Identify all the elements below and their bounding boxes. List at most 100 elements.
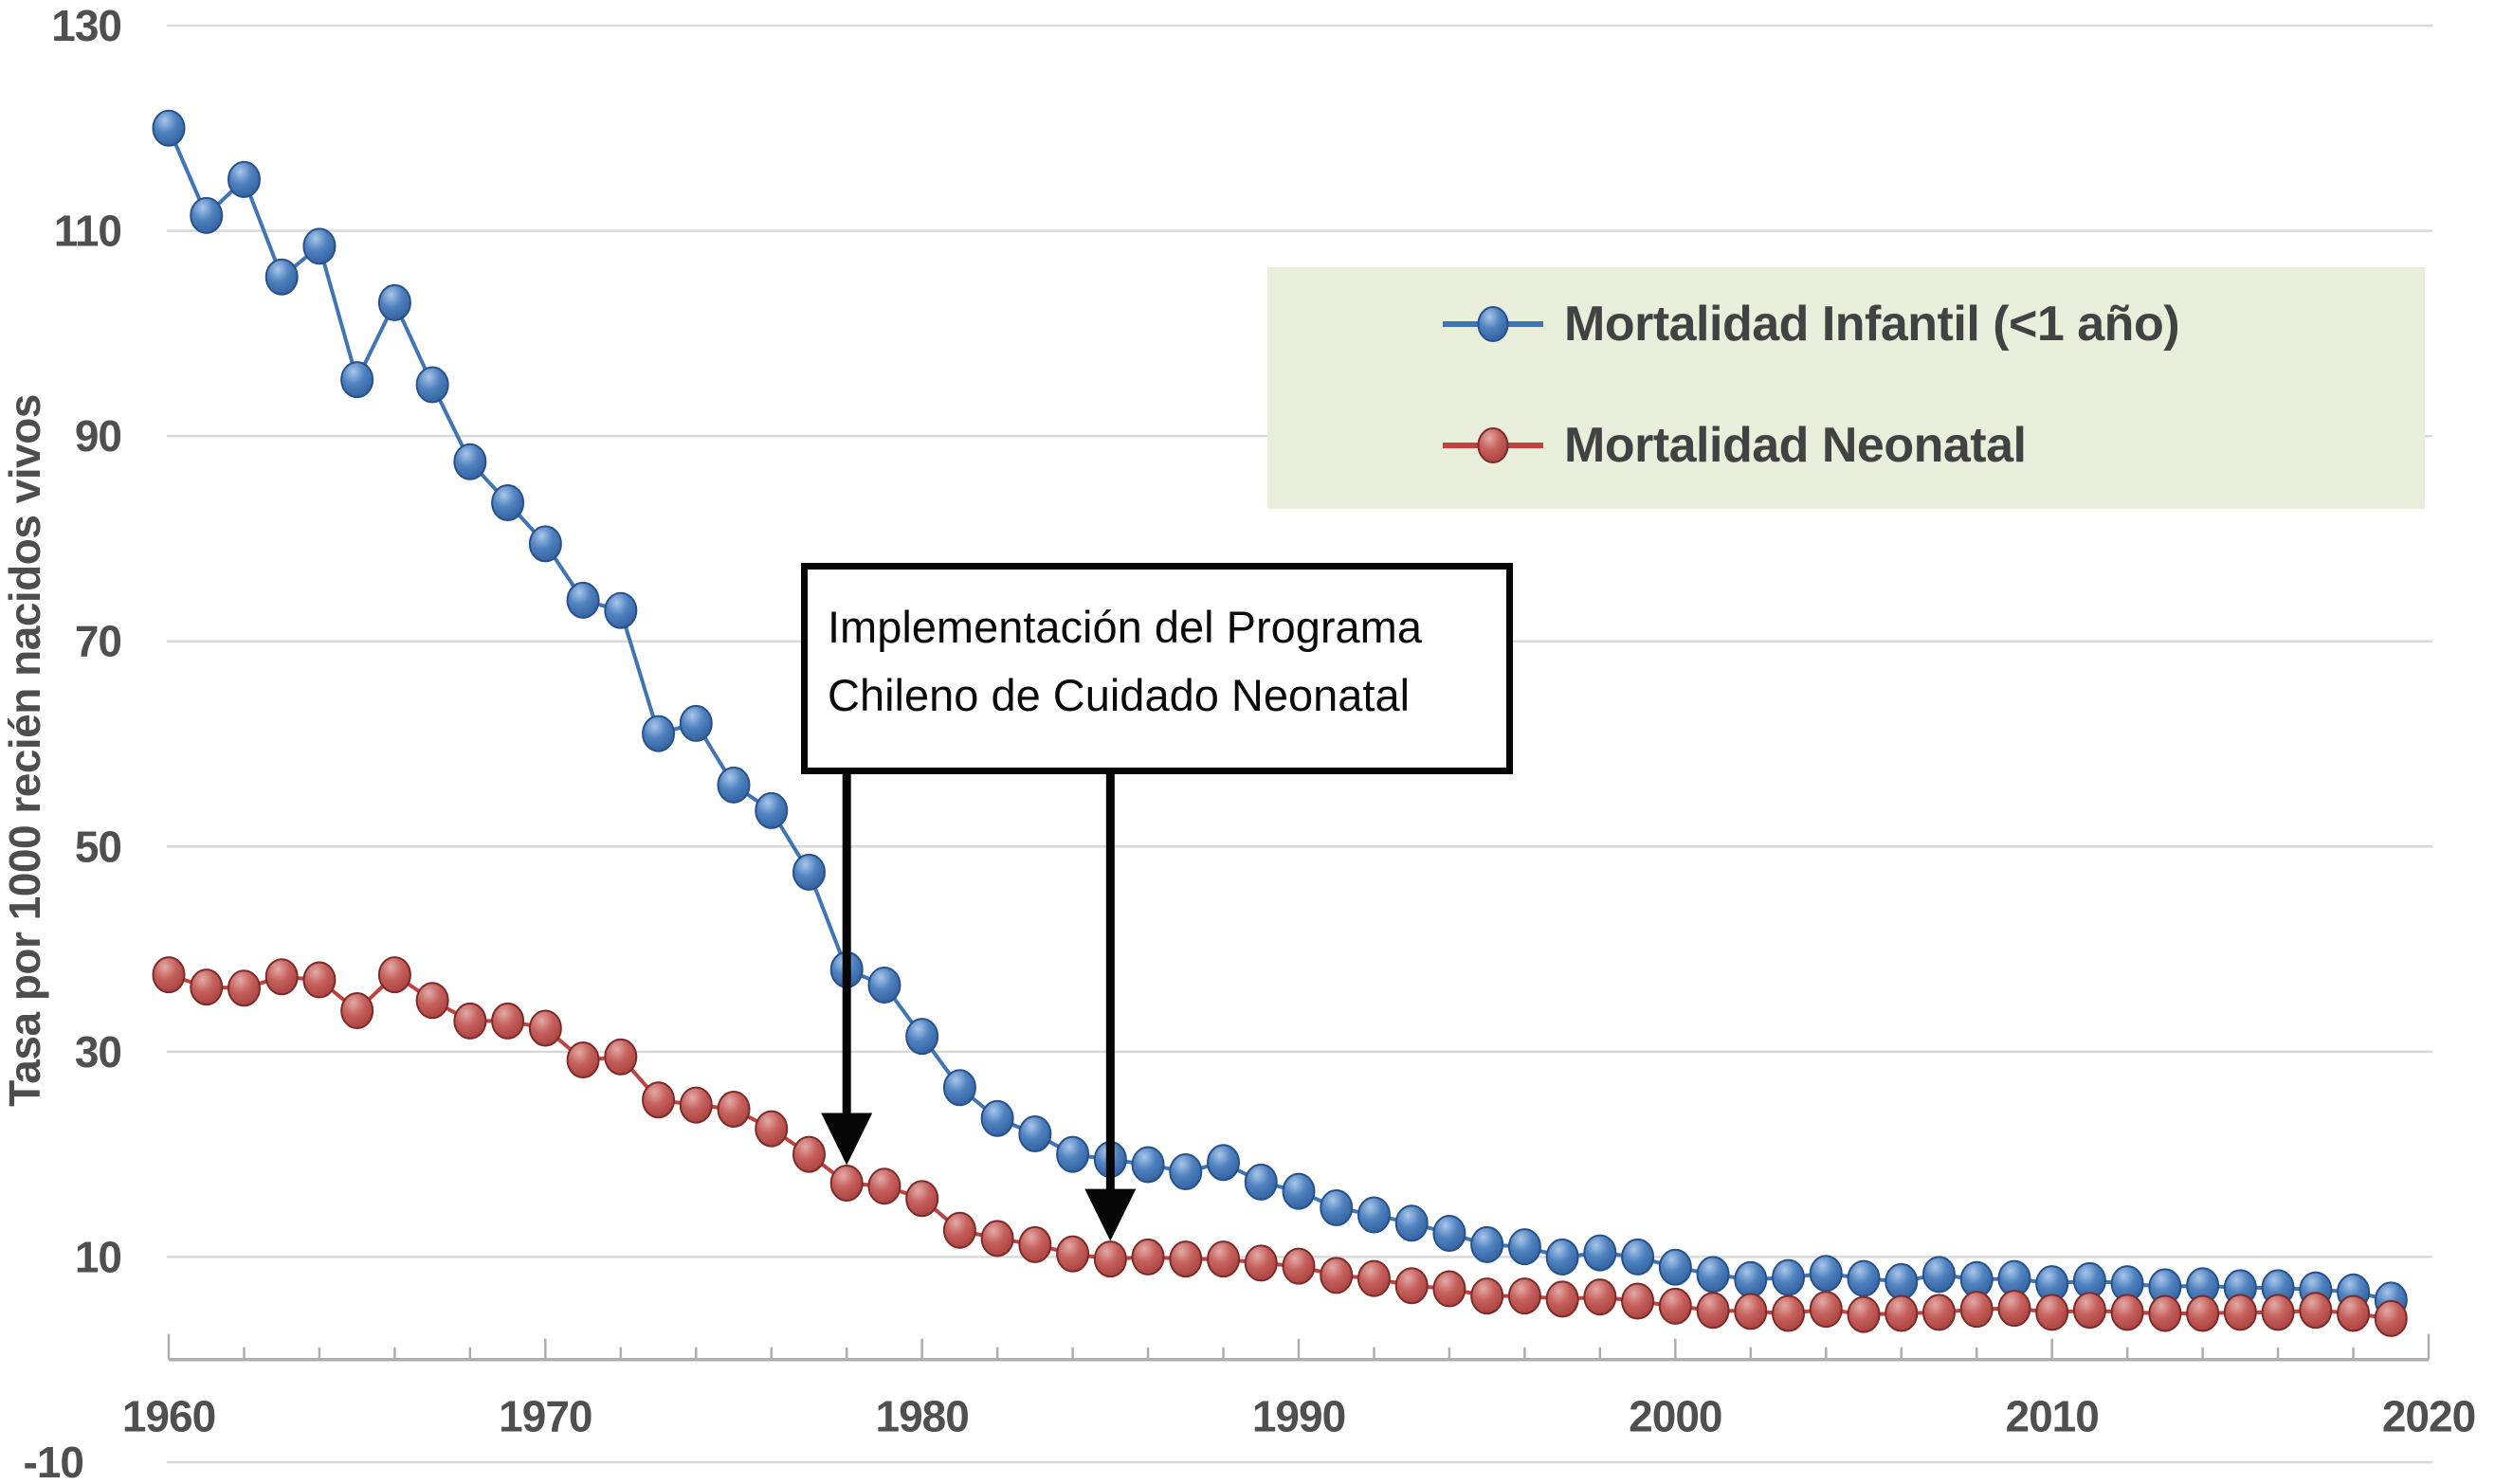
y-axis-title: Tasa por 1000 recién nacidos vivos bbox=[0, 394, 49, 1107]
data-point-neonatal-2019 bbox=[2374, 1299, 2408, 1337]
data-point-infantil-2006 bbox=[1885, 1262, 1919, 1300]
data-point-neonatal-1970 bbox=[528, 1009, 562, 1047]
data-point-neonatal-2017 bbox=[2299, 1292, 2333, 1330]
data-point-infantil-1979 bbox=[867, 966, 901, 1004]
y-tick-label: 30 bbox=[75, 1027, 121, 1077]
data-point-neonatal-1991 bbox=[1320, 1257, 1354, 1294]
legend-entry-neonatal: Mortalidad Neonatal bbox=[1443, 418, 2027, 473]
data-point-neonatal-1969 bbox=[491, 1002, 525, 1040]
y-tick-label: 130 bbox=[51, 1, 121, 50]
y-tick-label: 70 bbox=[75, 617, 121, 666]
data-point-infantil-1974 bbox=[679, 704, 713, 742]
data-point-infantil-1990 bbox=[1282, 1172, 1316, 1210]
data-point-infantil-1992 bbox=[1357, 1196, 1391, 1234]
data-point-infantil-1964 bbox=[302, 227, 337, 265]
data-point-neonatal-1997 bbox=[1545, 1280, 1579, 1318]
data-point-neonatal-2015 bbox=[2223, 1294, 2257, 1331]
x-tick-label: 1990 bbox=[1252, 1392, 1345, 1441]
data-point-neonatal-1986 bbox=[1131, 1238, 1165, 1276]
data-point-infantil-1966 bbox=[377, 283, 411, 321]
data-point-neonatal-1993 bbox=[1394, 1267, 1429, 1305]
data-point-neonatal-2014 bbox=[2186, 1294, 2220, 1332]
data-point-infantil-1963 bbox=[264, 258, 299, 296]
data-point-neonatal-2016 bbox=[2261, 1294, 2295, 1331]
data-point-neonatal-1963 bbox=[264, 958, 299, 996]
data-point-neonatal-1980 bbox=[905, 1180, 939, 1218]
data-point-infantil-1973 bbox=[642, 715, 676, 752]
data-point-neonatal-2003 bbox=[1772, 1294, 1806, 1332]
data-point-infantil-1998 bbox=[1583, 1234, 1617, 1272]
data-point-neonatal-2006 bbox=[1885, 1294, 1919, 1332]
data-point-infantil-1994 bbox=[1432, 1215, 1466, 1253]
annotation-line-2: Chileno de Cuidado Neonatal bbox=[828, 670, 1411, 720]
data-point-infantil-1988 bbox=[1207, 1144, 1241, 1182]
data-point-infantil-1962 bbox=[227, 160, 261, 198]
data-point-neonatal-1985 bbox=[1093, 1240, 1127, 1278]
legend-label-infantil: Mortalidad Infantil (<1 año) bbox=[1564, 297, 2180, 352]
y-tick-label: -10 bbox=[24, 1438, 83, 1484]
data-point-infantil-1984 bbox=[1056, 1135, 1090, 1173]
data-point-neonatal-1998 bbox=[1583, 1278, 1617, 1316]
data-point-neonatal-1992 bbox=[1357, 1259, 1391, 1297]
data-point-infantil-1967 bbox=[415, 366, 449, 404]
data-point-neonatal-1999 bbox=[1621, 1282, 1655, 1320]
x-tick-label: 2000 bbox=[1629, 1392, 1721, 1441]
legend-marker-svg bbox=[1443, 306, 1543, 342]
data-point-infantil-1995 bbox=[1470, 1225, 1504, 1263]
data-point-infantil-1993 bbox=[1394, 1204, 1429, 1242]
data-point-neonatal-1989 bbox=[1244, 1244, 1278, 1282]
y-tick-label: 90 bbox=[75, 411, 121, 461]
data-point-infantil-2001 bbox=[1696, 1256, 1730, 1294]
data-point-neonatal-2000 bbox=[1658, 1287, 1692, 1325]
data-point-infantil-2007 bbox=[1921, 1256, 1956, 1294]
x-tick-label: 2020 bbox=[2382, 1392, 2475, 1441]
data-point-neonatal-1995 bbox=[1470, 1277, 1504, 1315]
data-point-neonatal-1974 bbox=[679, 1086, 713, 1124]
data-point-infantil-1997 bbox=[1545, 1238, 1579, 1276]
data-point-infantil-1996 bbox=[1507, 1228, 1541, 1266]
annotation-line-1: Implementación del Programa bbox=[828, 602, 1422, 652]
data-point-neonatal-1978 bbox=[829, 1164, 864, 1202]
data-point-infantil-2002 bbox=[1734, 1260, 1768, 1298]
legend-entry-infantil: Mortalidad Infantil (<1 año) bbox=[1443, 297, 2180, 352]
infantil-series-marker-icon bbox=[1443, 300, 1543, 348]
data-point-neonatal-2001 bbox=[1696, 1292, 1730, 1330]
data-point-neonatal-1977 bbox=[792, 1135, 826, 1173]
x-tick-label: 1960 bbox=[122, 1392, 215, 1441]
legend-box: Mortalidad Infantil (<1 año) Mortalidad … bbox=[1267, 267, 2425, 509]
data-point-neonatal-1960 bbox=[152, 956, 186, 994]
data-point-infantil-1982 bbox=[980, 1099, 1014, 1137]
data-point-neonatal-2012 bbox=[2110, 1294, 2144, 1331]
data-point-neonatal-2013 bbox=[2148, 1294, 2182, 1332]
data-point-neonatal-1984 bbox=[1056, 1235, 1090, 1273]
data-point-infantil-1960 bbox=[152, 109, 186, 147]
data-point-neonatal-1966 bbox=[377, 956, 411, 994]
data-point-infantil-1961 bbox=[190, 196, 224, 234]
data-point-neonatal-1971 bbox=[566, 1041, 600, 1079]
data-point-neonatal-1962 bbox=[227, 969, 261, 1007]
data-point-infantil-1991 bbox=[1320, 1188, 1354, 1226]
data-point-neonatal-1961 bbox=[190, 968, 224, 1006]
data-point-neonatal-1987 bbox=[1169, 1240, 1203, 1278]
data-point-neonatal-2002 bbox=[1734, 1293, 1768, 1330]
legend-marker-svg bbox=[1443, 427, 1543, 463]
data-point-neonatal-1996 bbox=[1507, 1277, 1541, 1315]
data-point-neonatal-1964 bbox=[302, 961, 337, 999]
x-tick-label: 2010 bbox=[2005, 1392, 2098, 1441]
annotation-arrow-head-1985 bbox=[1084, 1188, 1137, 1241]
data-point-neonatal-2005 bbox=[1847, 1295, 1881, 1333]
y-tick-label: 10 bbox=[75, 1232, 121, 1281]
data-point-infantil-1983 bbox=[1018, 1114, 1052, 1152]
data-point-infantil-2000 bbox=[1658, 1248, 1692, 1286]
y-tick-label: 110 bbox=[54, 207, 121, 256]
data-point-neonatal-1968 bbox=[453, 1002, 487, 1040]
data-point-neonatal-1972 bbox=[604, 1038, 638, 1076]
neonatal-series-marker-icon bbox=[1443, 422, 1543, 469]
data-point-neonatal-1967 bbox=[415, 982, 449, 1020]
legend-label-neonatal: Mortalidad Neonatal bbox=[1564, 418, 2027, 473]
data-point-infantil-2005 bbox=[1847, 1259, 1881, 1297]
data-point-infantil-1977 bbox=[792, 853, 826, 891]
data-point-infantil-1980 bbox=[905, 1018, 939, 1056]
data-point-infantil-2003 bbox=[1772, 1258, 1806, 1296]
